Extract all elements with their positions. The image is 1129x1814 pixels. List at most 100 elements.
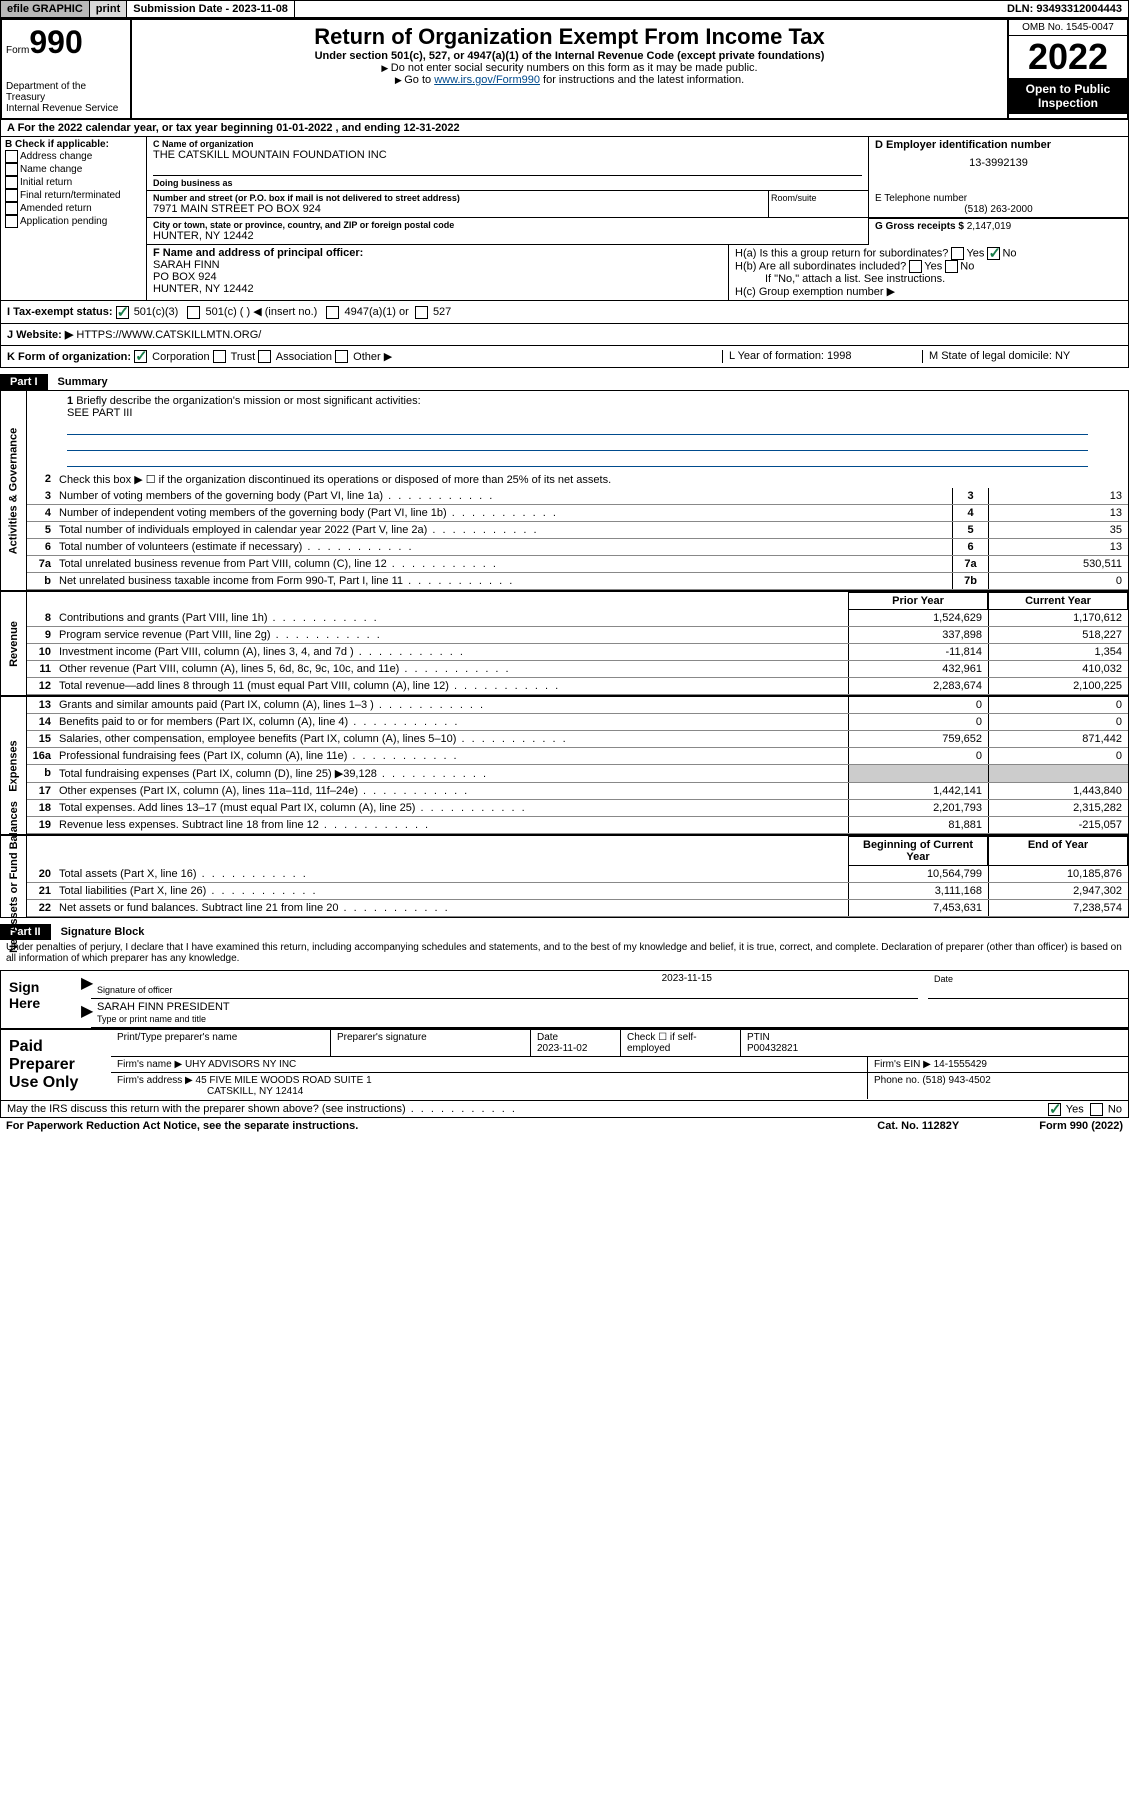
side-revenue: Revenue <box>1 592 27 695</box>
q1-answer: SEE PART III <box>67 407 132 419</box>
footer-paperwork: For Paperwork Reduction Act Notice, see … <box>6 1120 877 1132</box>
footer-catno: Cat. No. 11282Y <box>877 1120 959 1132</box>
cb-hb-no[interactable] <box>945 260 958 273</box>
summary-row: 14Benefits paid to or for members (Part … <box>27 714 1128 731</box>
cb-name-change[interactable]: Name change <box>5 163 142 176</box>
form-title: Return of Organization Exempt From Incom… <box>142 24 997 50</box>
summary-row: 15Salaries, other compensation, employee… <box>27 731 1128 748</box>
firm-phone: Phone no. (518) 943-4502 <box>868 1073 1128 1099</box>
ein-value: 13-3992139 <box>875 157 1122 169</box>
h-a: H(a) Is this a group return for subordin… <box>735 247 1122 260</box>
cb-final-return[interactable]: Final return/terminated <box>5 189 142 202</box>
h-b: H(b) Are all subordinates included? Yes … <box>735 260 1122 273</box>
form-word: Form <box>6 45 29 56</box>
penalty-text: Under penalties of perjury, I declare th… <box>0 940 1129 966</box>
pp-h4: Check ☐ if self-employed <box>621 1030 741 1056</box>
summary-row: 10Investment income (Part VIII, column (… <box>27 644 1128 661</box>
pp-h3: Date2023-11-02 <box>531 1030 621 1056</box>
part1-title: Summary <box>48 374 118 390</box>
note-goto: Go to www.irs.gov/Form990 for instructio… <box>142 74 997 86</box>
cb-amended-return[interactable]: Amended return <box>5 202 142 215</box>
cb-address-change[interactable]: Address change <box>5 150 142 163</box>
summary-row: 5Total number of individuals employed in… <box>27 522 1128 539</box>
open-public-badge: Open to Public Inspection <box>1009 78 1127 114</box>
cb-other[interactable] <box>335 350 348 363</box>
form-number: 990 <box>29 24 82 60</box>
officer-label: F Name and address of principal officer: <box>153 247 722 259</box>
cb-hb-yes[interactable] <box>909 260 922 273</box>
submission-date: Submission Date - 2023-11-08 <box>127 1 295 17</box>
irs-link[interactable]: www.irs.gov/Form990 <box>434 74 540 86</box>
officer-addr1: PO BOX 924 <box>153 271 722 283</box>
phone-label: E Telephone number <box>875 193 1122 204</box>
tax-year: 2022 <box>1009 36 1127 78</box>
year-formation: L Year of formation: 1998 <box>722 350 922 364</box>
col-b-checkboxes: B Check if applicable: Address change Na… <box>1 137 147 300</box>
form-subtitle: Under section 501(c), 527, or 4947(a)(1)… <box>142 50 997 62</box>
summary-row: 20Total assets (Part X, line 16)10,564,7… <box>27 866 1128 883</box>
cb-discuss-no[interactable] <box>1090 1103 1103 1116</box>
summary-row: 13Grants and similar amounts paid (Part … <box>27 697 1128 714</box>
sign-here-label: Sign Here <box>1 971 81 1028</box>
cb-ha-no[interactable] <box>987 247 1000 260</box>
hdr-begin: Beginning of Current Year <box>848 836 988 866</box>
discuss-row: May the IRS discuss this return with the… <box>0 1101 1129 1118</box>
cb-501c3[interactable] <box>116 306 129 319</box>
omb-number: OMB No. 1545-0047 <box>1009 20 1127 36</box>
phone-value: (518) 263-2000 <box>875 204 1122 215</box>
cb-trust[interactable] <box>213 350 226 363</box>
room-label: Room/suite <box>768 191 868 217</box>
h-b-note: If "No," attach a list. See instructions… <box>735 273 1122 285</box>
summary-row: 21Total liabilities (Part X, line 26)3,1… <box>27 883 1128 900</box>
org-name: THE CATSKILL MOUNTAIN FOUNDATION INC <box>153 149 862 161</box>
cb-ha-yes[interactable] <box>951 247 964 260</box>
sig-date: 2023-11-15 <box>97 973 912 984</box>
cb-discuss-yes[interactable] <box>1048 1103 1061 1116</box>
officer-name: SARAH FINN <box>153 259 722 271</box>
summary-row: 19Revenue less expenses. Subtract line 1… <box>27 817 1128 834</box>
footer-form: Form 990 (2022) <box>1039 1120 1123 1132</box>
note-ssn: Do not enter social security numbers on … <box>142 62 997 74</box>
pp-h5: PTINP00432821 <box>741 1030 1128 1056</box>
row-i-tax-status: I Tax-exempt status: 501(c)(3) 501(c) ( … <box>0 301 1129 324</box>
firm-name: Firm's name ▶ UHY ADVISORS NY INC <box>111 1057 868 1072</box>
ein-label: D Employer identification number <box>875 139 1122 151</box>
cb-4947[interactable] <box>326 306 339 319</box>
cb-501c[interactable] <box>187 306 200 319</box>
website-label: J Website: ▶ <box>7 329 73 341</box>
date-label: Date <box>934 974 953 984</box>
side-netassets: Net Assets or Fund Balances <box>1 836 27 917</box>
efile-button[interactable]: efile GRAPHIC <box>1 1 90 17</box>
department: Department of the Treasury Internal Reve… <box>6 81 126 114</box>
summary-row: 17Other expenses (Part IX, column (A), l… <box>27 783 1128 800</box>
row-a-tax-year: A For the 2022 calendar year, or tax yea… <box>0 120 1129 137</box>
q2-text: Check this box ▶ ☐ if the organization d… <box>55 471 1128 488</box>
cb-corp[interactable] <box>134 350 147 363</box>
summary-row: 4Number of independent voting members of… <box>27 505 1128 522</box>
addr-label: Number and street (or P.O. box if mail i… <box>153 193 762 203</box>
officer-addr2: HUNTER, NY 12442 <box>153 283 722 295</box>
summary-row: 7aTotal unrelated business revenue from … <box>27 556 1128 573</box>
pp-h2: Preparer's signature <box>331 1030 531 1056</box>
dln: DLN: 93493312004443 <box>1001 1 1128 17</box>
q1-text: Briefly describe the organization's miss… <box>76 395 420 407</box>
pp-h1: Print/Type preparer's name <box>111 1030 331 1056</box>
print-button[interactable]: print <box>90 1 127 17</box>
hdr-end: End of Year <box>988 836 1128 866</box>
website-url: HTTPS://WWW.CATSKILLMTN.ORG/ <box>76 329 261 341</box>
gross-receipts-value: 2,147,019 <box>967 221 1012 232</box>
cb-initial-return[interactable]: Initial return <box>5 176 142 189</box>
top-bar: efile GRAPHIC print Submission Date - 20… <box>0 0 1129 18</box>
cb-assoc[interactable] <box>258 350 271 363</box>
form-header: Form990 Department of the Treasury Inter… <box>0 18 1129 120</box>
addr-value: 7971 MAIN STREET PO BOX 924 <box>153 203 762 215</box>
part1-header: Part I <box>0 374 48 390</box>
firm-addr: Firm's address ▶ 45 FIVE MILE WOODS ROAD… <box>111 1073 868 1099</box>
sig-officer-label: Signature of officer <box>97 985 172 995</box>
row-k-form-org: K Form of organization: Corporation Trus… <box>7 350 722 364</box>
summary-row: 11Other revenue (Part VIII, column (A), … <box>27 661 1128 678</box>
summary-row: 18Total expenses. Add lines 13–17 (must … <box>27 800 1128 817</box>
cb-application-pending[interactable]: Application pending <box>5 215 142 228</box>
cb-527[interactable] <box>415 306 428 319</box>
print-name-label: Type or print name and title <box>97 1014 206 1024</box>
